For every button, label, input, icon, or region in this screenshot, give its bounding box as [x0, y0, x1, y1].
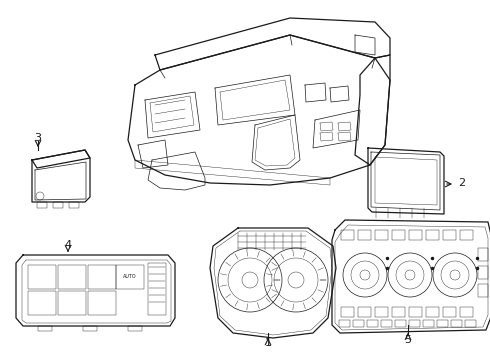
Bar — [28, 265, 56, 289]
Bar — [69, 202, 79, 208]
Bar — [392, 307, 405, 317]
Text: 5: 5 — [405, 335, 412, 345]
Bar — [443, 307, 456, 317]
Bar — [426, 230, 439, 240]
Bar — [409, 307, 422, 317]
Bar — [148, 263, 166, 315]
Bar — [437, 320, 448, 327]
Bar — [358, 230, 371, 240]
Bar — [353, 320, 364, 327]
Bar — [478, 248, 488, 261]
Bar — [375, 230, 388, 240]
Bar — [392, 230, 405, 240]
Bar — [367, 320, 378, 327]
Text: 3: 3 — [34, 133, 42, 143]
Bar — [88, 291, 116, 315]
Bar — [395, 320, 406, 327]
Bar — [426, 307, 439, 317]
Bar — [83, 326, 97, 331]
Bar — [460, 230, 473, 240]
Bar — [116, 265, 144, 289]
Bar — [358, 307, 371, 317]
Bar — [37, 202, 47, 208]
Bar — [28, 291, 56, 315]
Bar — [38, 326, 52, 331]
Bar — [53, 202, 63, 208]
Bar — [341, 230, 354, 240]
Bar — [465, 320, 476, 327]
Bar — [58, 291, 86, 315]
Bar — [451, 320, 462, 327]
Bar — [375, 307, 388, 317]
Bar — [409, 230, 422, 240]
Bar — [423, 320, 434, 327]
Bar — [478, 284, 488, 297]
Bar — [341, 307, 354, 317]
Text: AUTO: AUTO — [123, 274, 137, 279]
Bar — [460, 307, 473, 317]
Text: 1: 1 — [265, 338, 271, 348]
Bar — [443, 230, 456, 240]
Bar — [478, 266, 488, 279]
Bar — [409, 320, 420, 327]
Bar — [381, 320, 392, 327]
Bar — [128, 326, 142, 331]
Text: 2: 2 — [458, 178, 465, 188]
Bar — [339, 320, 350, 327]
Text: 4: 4 — [65, 240, 72, 250]
Bar — [88, 265, 116, 289]
Bar — [58, 265, 86, 289]
